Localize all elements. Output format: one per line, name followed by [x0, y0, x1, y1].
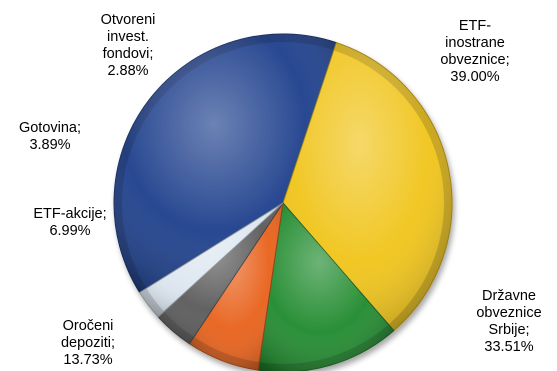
pie-slices — [113, 33, 453, 371]
pie-label-3: Oročeni depoziti; 13.73% — [61, 318, 115, 368]
pie-label-line: fondovi; — [103, 46, 154, 62]
pie-label-line: Srbije; — [488, 322, 529, 338]
pie-label-line: Otvoreni — [101, 12, 156, 28]
pie-label-2: Državne obveznice Srbije; 33.51% — [476, 288, 541, 355]
pie-label-1: ETF-inostrane obveznice; 39.00% — [440, 18, 509, 85]
pie-label-line: obveznice — [476, 305, 541, 321]
pie-slice-gloss-3 — [258, 203, 394, 371]
pie-slice-gloss-5 — [158, 203, 283, 344]
pie-label-line: ETF- — [459, 18, 491, 34]
pie-label-line: Gotovina; — [19, 120, 81, 136]
pie-label-line: 2.88% — [107, 63, 148, 79]
pie-label-line: 3.89% — [29, 137, 70, 153]
pie-label-line: Oročeni — [63, 318, 114, 334]
pie-label-5: Gotovina; 3.89% — [19, 120, 81, 153]
pie-slice-gloss-4 — [189, 203, 283, 371]
pie-label-line: 33.51% — [484, 339, 533, 355]
pie-label-line: Državne — [482, 288, 536, 304]
pie-label-line: inostrane — [445, 35, 505, 51]
pie-slice-gloss-6 — [139, 203, 283, 317]
pie-label-line: 39.00% — [450, 69, 499, 85]
pie-label-line: ETF-akcije; — [33, 206, 106, 222]
pie-label-6: Otvoreni invest. fondovi; 2.88% — [101, 12, 156, 79]
pie-label-4: ETF-akcije; 6.99% — [33, 206, 106, 239]
pie-labels: ETF-inostrane obveznice; 39.00%Državne obve… — [19, 12, 542, 368]
pie-slice-gloss-1 — [113, 34, 337, 293]
pie-label-line: depoziti; — [61, 335, 115, 351]
pie-label-line: invest. — [107, 29, 149, 45]
pie-slice-gloss-2 — [283, 42, 452, 331]
pie-label-line: 6.99% — [49, 223, 90, 239]
pie-label-line: 13.73% — [63, 352, 112, 368]
pie-label-line: obveznice; — [440, 52, 509, 68]
